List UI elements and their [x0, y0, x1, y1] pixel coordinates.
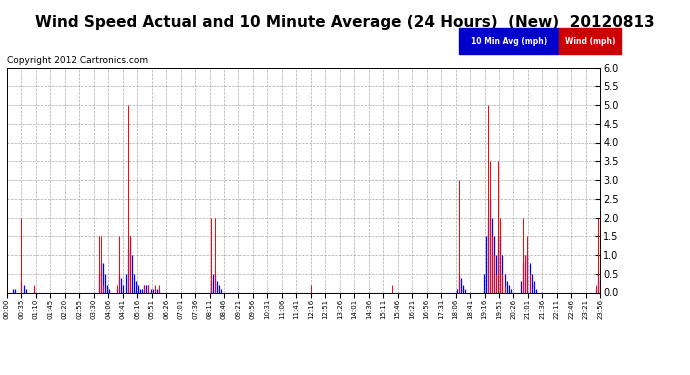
Text: Wind (mph): Wind (mph) — [564, 37, 615, 46]
Text: 10 Min Avg (mph): 10 Min Avg (mph) — [471, 37, 547, 46]
Text: Copyright 2012 Cartronics.com: Copyright 2012 Cartronics.com — [7, 56, 148, 65]
Text: Wind Speed Actual and 10 Minute Average (24 Hours)  (New)  20120813: Wind Speed Actual and 10 Minute Average … — [35, 15, 655, 30]
